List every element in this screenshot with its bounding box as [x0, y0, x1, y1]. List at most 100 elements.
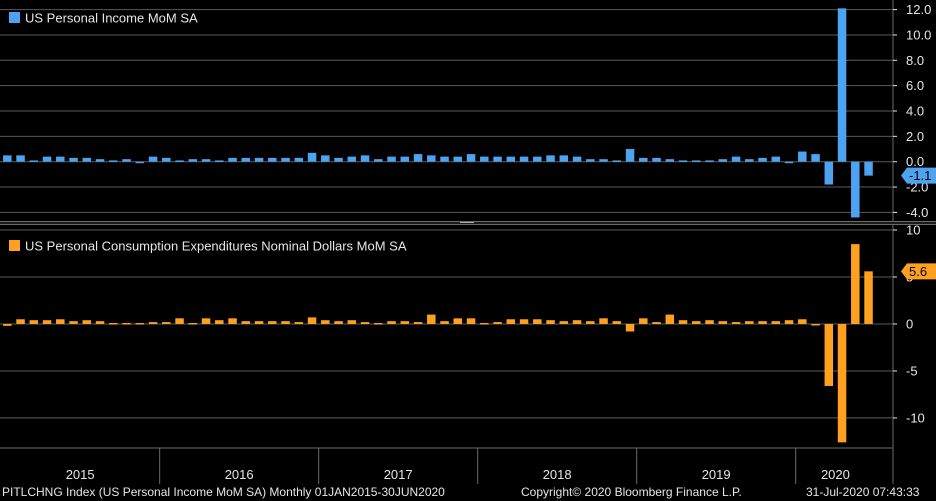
last-value-label: -1.1: [909, 168, 931, 183]
bar: [69, 157, 78, 162]
x-year-label: 2018: [543, 467, 572, 482]
bar: [294, 322, 304, 324]
footer-copyright: Copyright© 2020 Bloomberg Finance L.P.: [521, 485, 742, 499]
bar: [784, 320, 794, 324]
bar: [678, 160, 688, 162]
bar: [453, 156, 463, 162]
bar: [16, 155, 25, 162]
x-year-label: 2019: [702, 467, 731, 482]
bar: [784, 161, 794, 164]
bar: [506, 156, 516, 162]
bar: [519, 156, 529, 162]
bar: [387, 321, 396, 324]
bar: [639, 157, 648, 162]
bar: [42, 320, 52, 324]
bar: [453, 318, 463, 324]
bar: [692, 321, 701, 324]
legend-label: US Personal Income MoM SA: [25, 11, 198, 26]
bar: [864, 161, 873, 176]
bar: [162, 322, 171, 324]
bar: [175, 160, 184, 162]
bar: [228, 318, 237, 324]
bar: [440, 321, 449, 324]
bar: [374, 323, 383, 325]
bar: [824, 161, 834, 185]
bar: [771, 156, 781, 162]
bar: [3, 323, 12, 326]
bar: [281, 157, 290, 162]
bar: [798, 319, 807, 324]
x-year-label: 2016: [225, 467, 254, 482]
bar: [493, 156, 502, 162]
bar: [731, 322, 741, 324]
bar: [586, 159, 595, 162]
bar: [427, 155, 436, 162]
footer-timestamp: 31-Jul-2020 07:43:33: [806, 485, 920, 499]
bar: [268, 157, 277, 162]
y-tick-label: 0: [906, 316, 913, 331]
bar: [334, 321, 343, 324]
bar: [321, 155, 330, 162]
bar: [148, 322, 158, 324]
bar: [758, 321, 767, 324]
bar: [533, 156, 542, 162]
bar: [718, 321, 728, 324]
bar: [334, 157, 343, 162]
bar: [360, 155, 370, 162]
legend: US Personal Consumption Expenditures Nom…: [9, 239, 407, 254]
bar: [546, 155, 555, 162]
bar: [347, 156, 357, 162]
bar: [572, 320, 582, 324]
bar: [639, 318, 648, 324]
bar: [519, 319, 529, 324]
bar: [705, 160, 714, 162]
bar: [413, 154, 423, 162]
bar: [466, 318, 476, 324]
bar: [572, 156, 582, 162]
bar: [109, 160, 118, 162]
bar: [811, 154, 820, 162]
bar: [122, 323, 131, 325]
bar: [837, 8, 847, 162]
bar: [652, 322, 661, 324]
bar: [215, 320, 224, 324]
bar: [201, 159, 211, 162]
bar: [413, 322, 423, 324]
bar: [798, 151, 807, 162]
bar: [188, 323, 198, 325]
bar: [254, 157, 264, 162]
bar: [69, 321, 78, 324]
bar: [427, 314, 436, 324]
y-tick-label: 12.0: [906, 2, 931, 17]
bar: [294, 157, 304, 162]
bar: [42, 156, 52, 162]
bar: [175, 318, 184, 324]
bar: [281, 321, 290, 324]
bar: [29, 160, 39, 162]
bar: [665, 159, 675, 162]
y-tick-label: -10: [906, 410, 925, 425]
bar: [466, 154, 476, 162]
bar: [254, 321, 264, 324]
y-tick-label: 0.0: [906, 154, 924, 169]
bar: [612, 321, 622, 324]
legend-label: US Personal Consumption Expenditures Nom…: [25, 239, 407, 254]
bar: [307, 317, 317, 324]
bar: [506, 319, 516, 324]
bar: [387, 156, 396, 162]
bar: [122, 159, 131, 162]
bar: [652, 157, 661, 162]
x-year-label: 2020: [821, 467, 850, 482]
y-tick-label: 10: [906, 223, 920, 238]
bar: [374, 159, 383, 162]
bar: [493, 322, 502, 324]
bar: [135, 161, 145, 164]
bar: [824, 323, 834, 386]
bar: [599, 159, 608, 162]
bar: [321, 320, 330, 324]
bar: [162, 157, 171, 162]
bar: [625, 323, 635, 332]
bar: [559, 321, 569, 324]
bar: [347, 320, 357, 324]
bar: [3, 155, 12, 162]
